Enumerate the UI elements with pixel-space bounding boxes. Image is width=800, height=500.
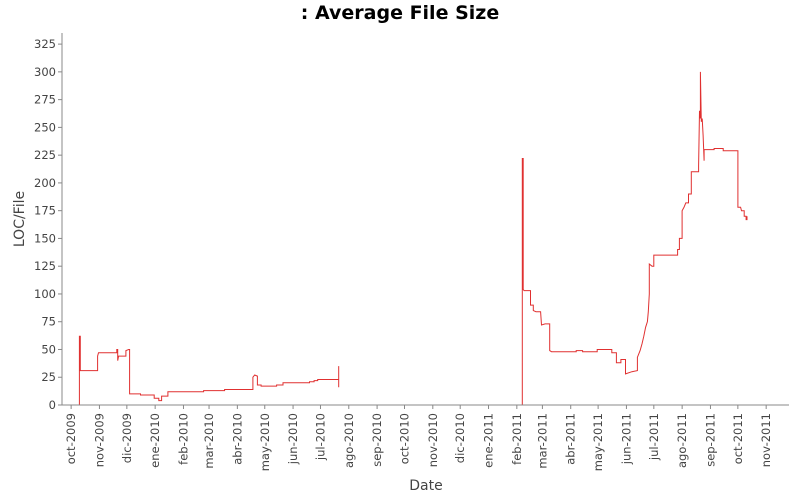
x-axis-label: Date: [409, 478, 442, 494]
y-tick-label: 300: [34, 65, 56, 79]
x-tick-label: ago-2010: [342, 413, 356, 468]
x-tick-label: feb-2010: [176, 413, 190, 465]
x-tick-label: nov-2010: [426, 413, 440, 467]
x-tick-label: may-2011: [591, 413, 605, 471]
x-tick-label: feb-2011: [510, 413, 524, 465]
series-line: [521, 71, 748, 405]
y-tick-label: 250: [34, 120, 56, 134]
y-tick-label: 200: [34, 176, 56, 190]
x-tick-label: jul-2010: [313, 413, 327, 461]
x-tick-label: mar-2011: [535, 413, 549, 469]
x-tick-label: nov-2009: [92, 413, 106, 467]
y-tick-label: 125: [34, 259, 56, 273]
x-tick-label: oct-2011: [731, 413, 745, 464]
y-tick-label: 50: [41, 342, 56, 356]
x-tick-label: sep-2010: [370, 413, 384, 467]
y-axis-ticks: 0 25 50 75 100 125 150 175 200 225 250 275 300 325: [34, 37, 62, 412]
x-tick-label: dic-2010: [453, 413, 467, 463]
x-tick-label: oct-2010: [397, 413, 411, 464]
y-tick-label: 25: [41, 370, 56, 384]
y-tick-label: 100: [34, 287, 56, 301]
x-tick-label: ago-2011: [675, 413, 689, 468]
y-tick-label: 0: [49, 398, 56, 412]
chart-title: : Average File Size: [300, 2, 500, 24]
series-line: [78, 335, 340, 405]
x-tick-label: ene-2011: [482, 413, 496, 468]
plot-area: [62, 33, 789, 405]
x-tick-label: jul-2011: [647, 413, 661, 461]
x-tick-label: jun-2011: [619, 413, 633, 465]
x-tick-label: may-2010: [258, 413, 272, 471]
y-tick-label: 175: [34, 204, 56, 218]
y-tick-label: 225: [34, 148, 56, 162]
x-tick-label: dic-2009: [120, 413, 134, 463]
series-layer: [78, 71, 748, 405]
x-tick-label: mar-2010: [202, 413, 216, 469]
x-tick-label: jun-2010: [286, 413, 300, 465]
x-tick-label: ene-2010: [148, 413, 162, 468]
y-tick-label: 275: [34, 93, 56, 107]
x-tick-label: abr-2011: [564, 413, 578, 465]
y-tick-label: 75: [41, 315, 56, 329]
y-axis-label: LOC/File: [12, 191, 28, 247]
x-axis-ticks: oct-2009 nov-2009 dic-2009 ene-2010 feb-2010…: [64, 405, 773, 471]
x-tick-label: oct-2009: [64, 413, 78, 464]
y-tick-label: 325: [34, 37, 56, 51]
x-tick-label: sep-2011: [703, 413, 717, 467]
y-tick-label: 150: [34, 231, 56, 245]
x-tick-label: abr-2010: [230, 413, 244, 465]
x-tick-label: nov-2011: [759, 413, 773, 467]
